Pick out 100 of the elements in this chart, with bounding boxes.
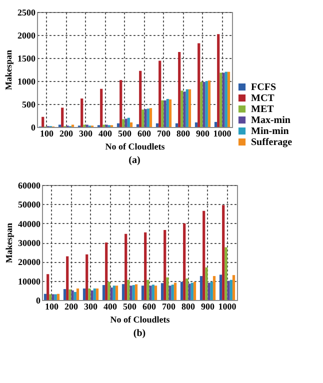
- bar: [144, 109, 147, 127]
- bar: [142, 110, 144, 127]
- y-axis-title: Makespan: [4, 222, 14, 264]
- bar: [82, 288, 86, 300]
- y-tick-label: 60000: [18, 180, 41, 190]
- y-tick-label: 50000: [18, 200, 41, 210]
- bar: [222, 205, 225, 300]
- bar: [175, 123, 178, 127]
- bar: [120, 80, 122, 127]
- bar: [110, 288, 113, 300]
- bar: [200, 276, 203, 300]
- bar: [227, 280, 230, 300]
- bar: [146, 108, 150, 127]
- bar: [161, 100, 164, 127]
- x-tick-label: 100: [40, 128, 54, 138]
- bar: [214, 122, 218, 127]
- x-tick-label: 800: [182, 302, 196, 312]
- bar: [164, 230, 166, 300]
- bar: [219, 274, 222, 300]
- bar: [49, 294, 52, 300]
- legend-label: MCT: [251, 93, 275, 104]
- bar: [180, 282, 184, 300]
- bar: [232, 275, 236, 300]
- bar: [71, 290, 74, 300]
- bar: [202, 82, 206, 127]
- x-tick-label: 700: [162, 302, 176, 312]
- bar: [88, 288, 91, 300]
- bar: [134, 284, 138, 300]
- bar: [130, 122, 133, 127]
- x-tick-label: 200: [64, 302, 78, 312]
- bar: [168, 99, 172, 127]
- bar: [171, 284, 174, 300]
- bar: [136, 124, 140, 127]
- bar: [205, 81, 208, 127]
- y-tick-label: 0: [31, 122, 36, 132]
- bar: [160, 283, 164, 300]
- bar: [168, 286, 172, 300]
- bar: [205, 267, 208, 300]
- x-tick-label: 300: [79, 128, 93, 138]
- y-tick-label: 500: [22, 100, 36, 110]
- bar: [202, 210, 206, 300]
- x-axis-title: No of Cloudlets: [110, 314, 170, 324]
- y-axis-title: Makespan: [4, 50, 14, 90]
- y-tick-label: 40000: [18, 218, 41, 229]
- bar: [208, 80, 211, 127]
- bar: [102, 285, 106, 300]
- bar: [74, 292, 76, 300]
- bar: [149, 108, 152, 127]
- bar: [116, 123, 120, 127]
- text: (b): [133, 328, 146, 339]
- bar: [180, 90, 184, 127]
- x-tick-label: 900: [201, 302, 215, 312]
- bar: [198, 43, 200, 127]
- y-tick-label: 1000: [18, 76, 36, 86]
- y-tick-label: 0: [36, 296, 41, 306]
- bar: [224, 72, 228, 127]
- bar: [76, 288, 80, 300]
- bar: [124, 118, 128, 127]
- legend-label: MET: [251, 104, 274, 115]
- bar: [186, 278, 188, 300]
- bar: [122, 119, 125, 127]
- bar: [68, 289, 72, 300]
- bar: [208, 282, 210, 300]
- x-tick-label: 600: [142, 302, 156, 312]
- bar: [132, 285, 135, 300]
- bar: [166, 277, 169, 300]
- y-tick-label: 2000: [18, 30, 36, 40]
- x-tick-label: 1000: [218, 302, 237, 312]
- bar: [217, 34, 220, 127]
- bar: [122, 284, 125, 300]
- bar: [115, 286, 118, 300]
- bar: [183, 223, 186, 300]
- bar: [230, 280, 232, 300]
- legend-label: Max-min: [251, 115, 291, 126]
- bar: [190, 282, 194, 300]
- bar: [80, 98, 84, 127]
- y-tick-label: 1500: [18, 54, 36, 64]
- y-tick-label: 2500: [18, 8, 36, 18]
- bar: [141, 286, 144, 300]
- bar: [222, 72, 225, 127]
- bar: [105, 242, 108, 300]
- bar: [186, 89, 188, 127]
- legend-label: FCFS: [251, 82, 276, 93]
- bar: [194, 122, 198, 127]
- legend-label: Min-min: [251, 126, 290, 137]
- bar: [127, 280, 130, 300]
- bar: [127, 118, 130, 127]
- bar: [63, 289, 66, 300]
- x-tick-label: 500: [123, 302, 137, 312]
- bar: [130, 286, 132, 300]
- legend-label: Sufferage: [251, 137, 293, 148]
- bar: [112, 286, 116, 300]
- x-axis-title: No of Cloudlets: [105, 142, 166, 152]
- x-tick-label: 400: [104, 302, 118, 312]
- bar: [183, 92, 186, 127]
- bar: [96, 288, 99, 300]
- bar: [90, 290, 94, 300]
- x-tick-label: 100: [45, 302, 59, 312]
- y-tick-label: 10000: [18, 276, 41, 286]
- bar: [124, 234, 128, 300]
